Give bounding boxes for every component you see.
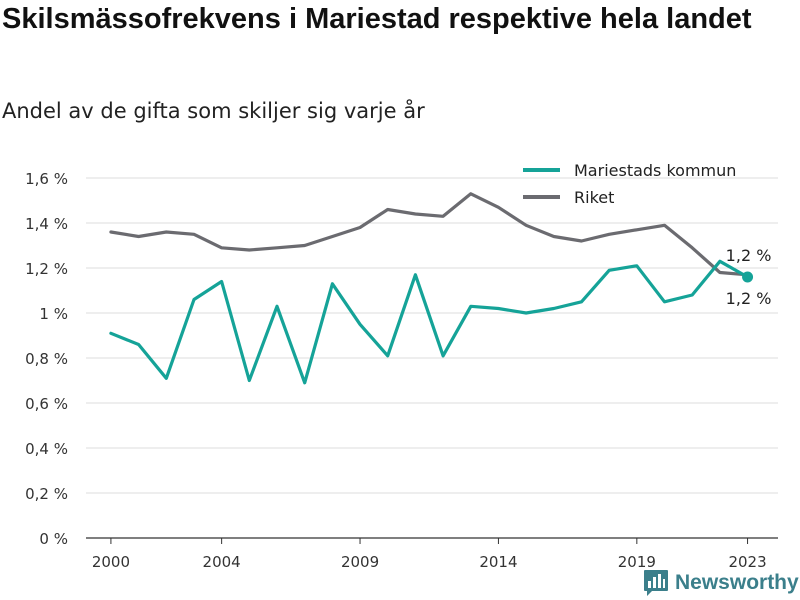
end-annotations: 1,2 % 1,2 %	[726, 246, 772, 308]
newsworthy-logo: Newsworthy	[643, 567, 799, 599]
end-value-label: 1,2 %	[726, 289, 772, 308]
x-tick-label: 2000	[92, 553, 130, 571]
legend-label: Riket	[574, 188, 614, 207]
end-point-marker	[742, 271, 754, 283]
legend-label: Mariestads kommun	[574, 161, 736, 180]
x-tick-label: 2019	[618, 553, 656, 571]
y-tick-label: 1 %	[39, 305, 68, 323]
x-tick-label: 2004	[203, 553, 241, 571]
legend: Mariestads kommun Riket	[523, 161, 736, 207]
x-tick-label: 2014	[479, 553, 517, 571]
x-axis: 2000 2004 2009 2014 2019 2023	[92, 538, 767, 571]
y-tick-label: 0,6 %	[25, 395, 68, 413]
y-tick-label: 0,2 %	[25, 485, 68, 503]
y-tick-label: 1,6 %	[25, 170, 68, 188]
y-tick-label: 0,8 %	[25, 350, 68, 368]
brand-name: Newsworthy	[675, 571, 799, 594]
y-tick-label: 1,2 %	[25, 260, 68, 278]
y-tick-label: 0 %	[39, 530, 68, 548]
y-tick-label: 0,4 %	[25, 440, 68, 458]
x-tick-label: 2023	[728, 553, 766, 571]
bar-chart-logo-icon	[644, 570, 668, 596]
series-line-riket	[109, 192, 750, 277]
x-tick-label: 2009	[341, 553, 379, 571]
grid-lines	[86, 177, 778, 539]
chart-title: Skilsmässofrekvens i Mariestad respektiv…	[2, 3, 752, 35]
series-lines	[109, 192, 750, 385]
chart-subtitle: Andel av de gifta som skiljer sig varje …	[2, 99, 425, 123]
end-value-label: 1,2 %	[726, 246, 772, 265]
series-line-mariestads-kommun	[109, 259, 750, 385]
y-axis-tick-labels: 0 % 0,2 % 0,4 % 0,6 % 0,8 % 1 % 1,2 % 1,4 % 1,6 …	[25, 170, 68, 548]
y-tick-label: 1,4 %	[25, 215, 68, 233]
